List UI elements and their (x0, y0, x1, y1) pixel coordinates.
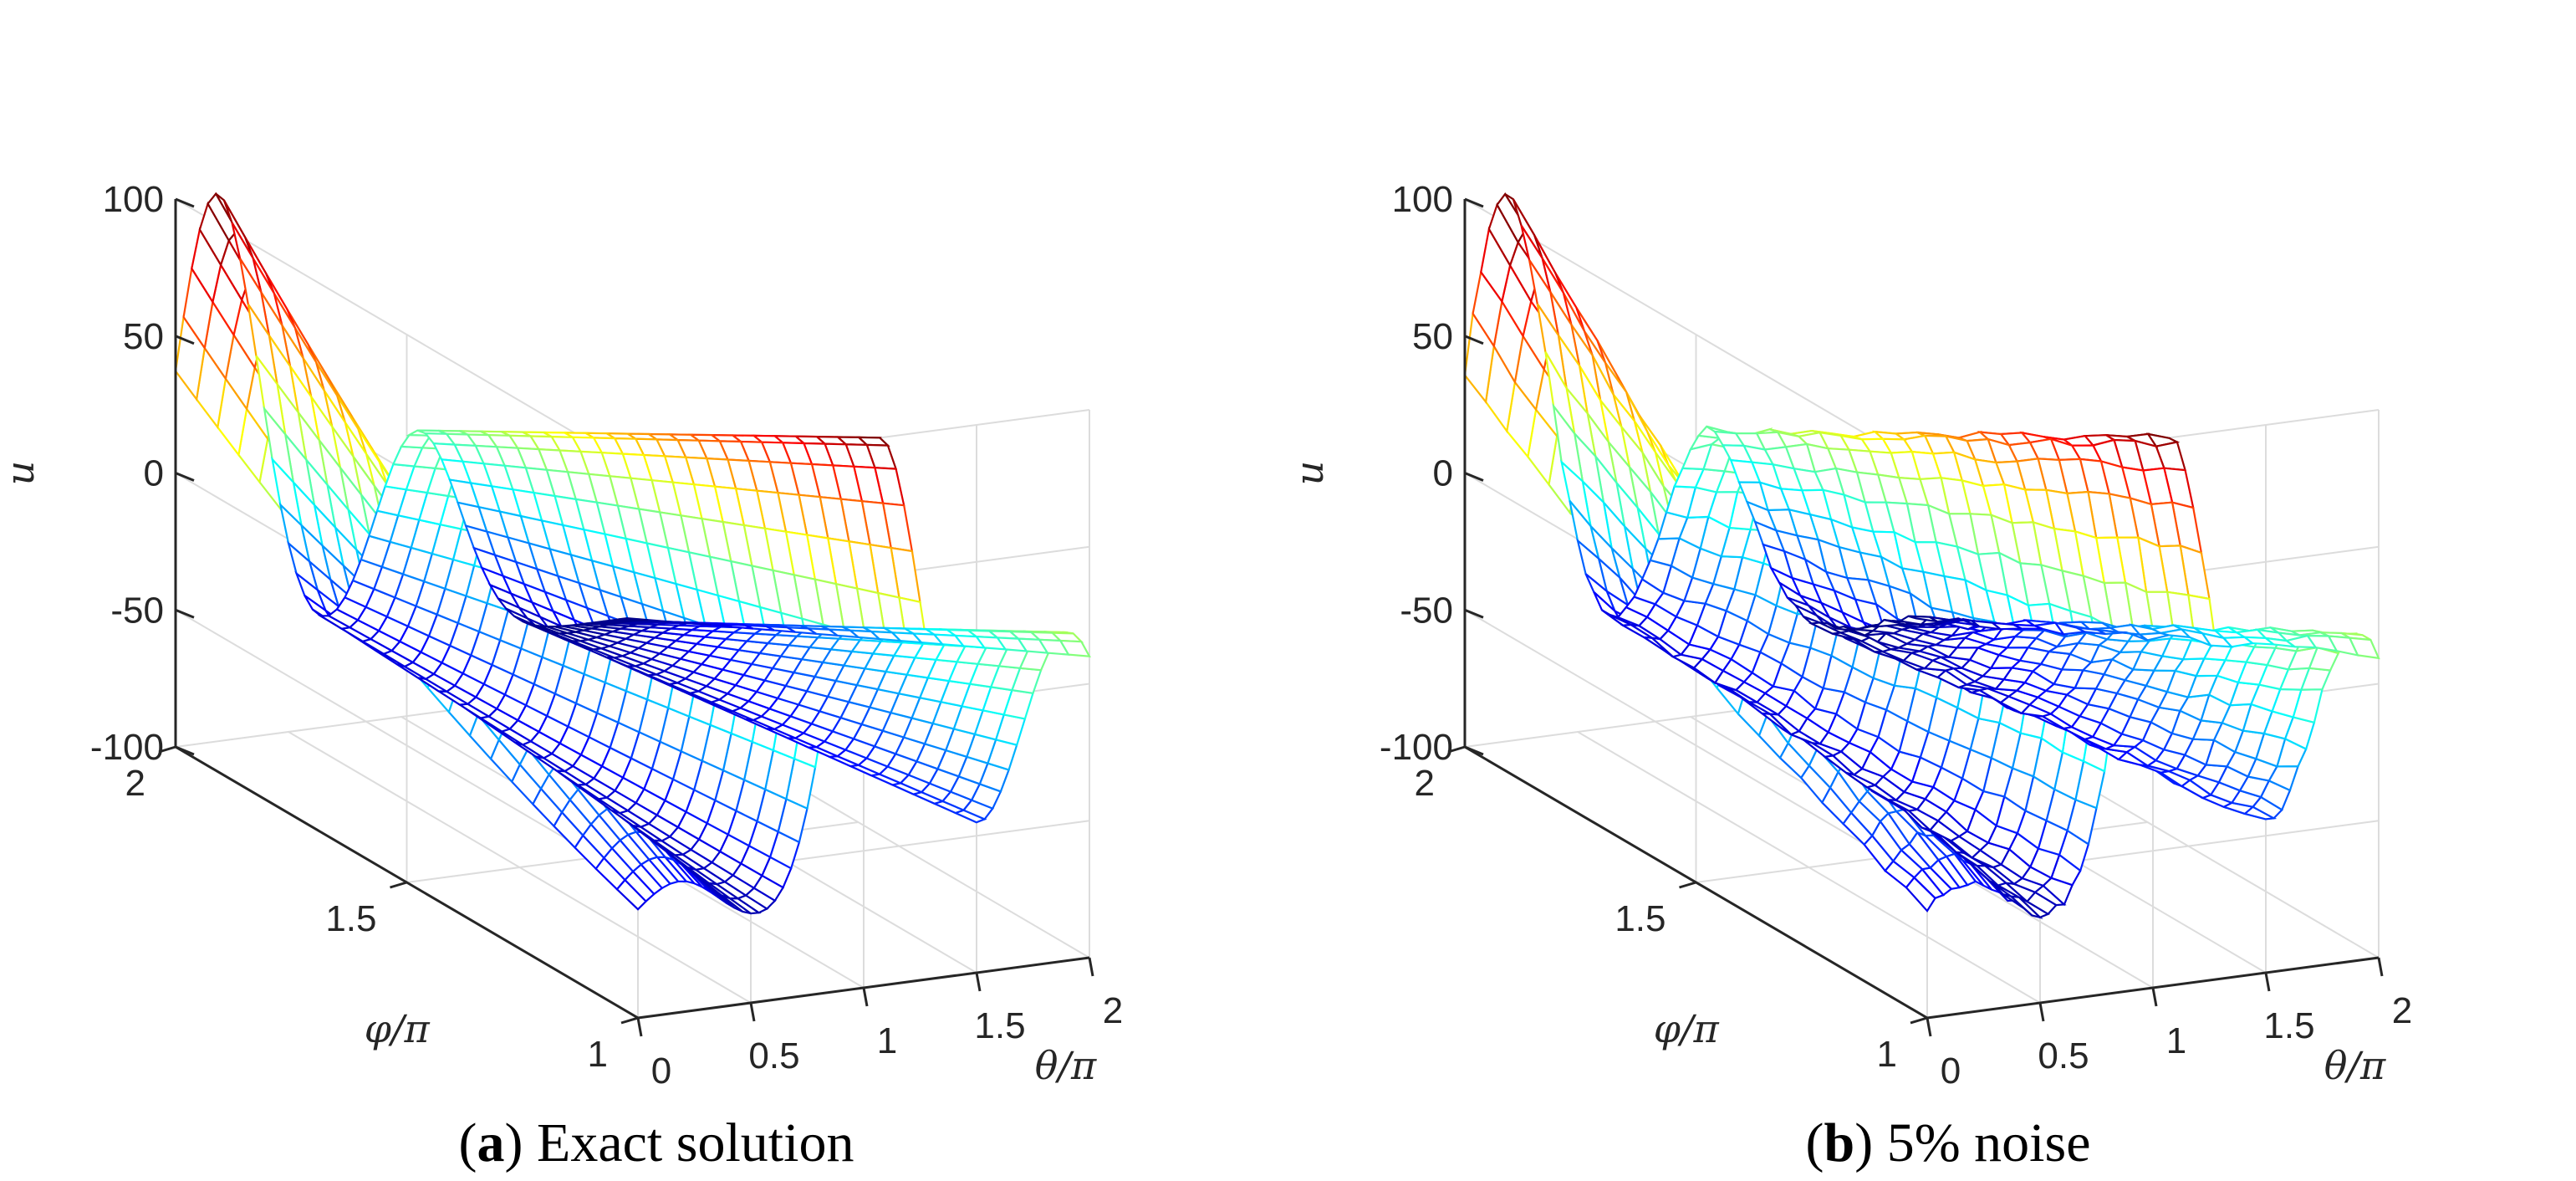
panel-b-surface (1463, 192, 2380, 919)
y-tick (1679, 881, 1696, 889)
panel-a-z-ticks: -100 -50 0 50 100 (90, 179, 164, 768)
grid-line (1464, 609, 1928, 882)
z-tick-label: -50 (110, 590, 164, 631)
x-tick-label: 1.5 (2263, 1005, 2314, 1046)
caption: (a) Exact solution (459, 1112, 854, 1173)
grid-line (1464, 198, 1928, 471)
x-tick-label: 2 (1103, 990, 1123, 1031)
z-tick (1464, 608, 1484, 619)
caption-label: b (1824, 1112, 1854, 1173)
x-tick-label: 1 (2166, 1020, 2186, 1061)
z-tick-label: -100 (1380, 727, 1453, 768)
panel-b-axes (1447, 197, 2384, 1037)
grid-line (175, 198, 639, 471)
y-tick-label: 1.5 (325, 898, 376, 939)
x-tick (1926, 1017, 1932, 1037)
z-tick-label: 50 (123, 316, 164, 357)
y-axis-label: φ/π (365, 1006, 431, 1051)
x-tick (2151, 987, 2158, 1007)
z-tick (1464, 335, 1484, 345)
y-tick (1910, 1016, 1928, 1025)
z-tick-label: 50 (1412, 316, 1453, 357)
y-tick-label: 1 (1877, 1034, 1897, 1075)
x-tick (636, 1017, 643, 1037)
z-tick (1464, 197, 1484, 208)
y-tick (620, 1016, 639, 1025)
z-tick-label: 0 (144, 453, 164, 494)
y-tick-label: 1 (588, 1034, 608, 1075)
x-tick-label: 0 (651, 1051, 671, 1092)
panel-b: -100 -50 0 50 100 1 1.5 2 0 0.5 1 1.5 2 … (1287, 179, 2412, 1173)
x-tick (1088, 957, 1094, 977)
z-tick-label: 0 (1433, 453, 1453, 494)
caption-text: 5% noise (1887, 1112, 2091, 1173)
z-tick-label: -50 (1400, 590, 1453, 631)
z-tick-label: -100 (90, 727, 164, 768)
x-tick (2377, 957, 2384, 977)
y-axis-label: φ/π (1654, 1006, 1720, 1051)
caption-text: Exact solution (537, 1112, 854, 1173)
x-axis-label: θ/π (2324, 1043, 2386, 1088)
panel-a-x-ticks: 0 0.5 1 1.5 2 (651, 990, 1123, 1092)
z-tick-label: 100 (1392, 179, 1453, 220)
x-axis-label: θ/π (1035, 1043, 1097, 1088)
caption-label: a (477, 1112, 505, 1173)
y-tick (158, 745, 176, 754)
x-tick (862, 987, 869, 1007)
caption: (b) 5% noise (1806, 1112, 2091, 1173)
panel-a-y-ticks: 1 1.5 2 (125, 763, 608, 1075)
x-tick (975, 972, 982, 992)
grid-line (175, 609, 639, 882)
y-tick (1447, 745, 1466, 754)
x-tick-label: 1 (877, 1020, 897, 1061)
x-tick-label: 2 (2392, 990, 2412, 1031)
y-tick-label: 2 (1415, 763, 1435, 804)
x-tick-label: 0 (1941, 1051, 1961, 1092)
z-tick (1464, 472, 1484, 482)
panel-a: -100 -50 0 50 100 1 1.5 2 0 0.5 1 1.5 2 … (0, 179, 1123, 1173)
x-tick-label: 0.5 (2038, 1035, 2089, 1076)
y-tick-label: 1.5 (1614, 898, 1665, 939)
panel-a-axes (158, 197, 1094, 1037)
x-tick-label: 1.5 (974, 1005, 1025, 1046)
z-axis-label: u (1287, 461, 1332, 486)
panel-a-surface (174, 192, 1091, 915)
z-tick (175, 608, 195, 619)
z-tick (1464, 745, 1484, 756)
x-tick-label: 0.5 (748, 1035, 799, 1076)
x-tick (2038, 1002, 2045, 1022)
panel-b-z-ticks: -100 -50 0 50 100 (1380, 179, 1453, 768)
z-tick (175, 745, 195, 756)
y-tick (390, 881, 407, 889)
x-tick (749, 1002, 756, 1022)
panel-b-x-ticks: 0 0.5 1 1.5 2 (1941, 990, 2412, 1092)
y-tick-label: 2 (125, 763, 145, 804)
z-tick (175, 197, 195, 208)
x-tick (2264, 972, 2271, 992)
z-tick-label: 100 (103, 179, 164, 220)
panel-b-y-ticks: 1 1.5 2 (1415, 763, 1897, 1075)
surface-cell (619, 616, 649, 621)
z-tick (175, 335, 195, 345)
z-axis-label: u (0, 461, 43, 486)
z-tick (175, 472, 195, 482)
surface-cell (1908, 615, 1938, 623)
